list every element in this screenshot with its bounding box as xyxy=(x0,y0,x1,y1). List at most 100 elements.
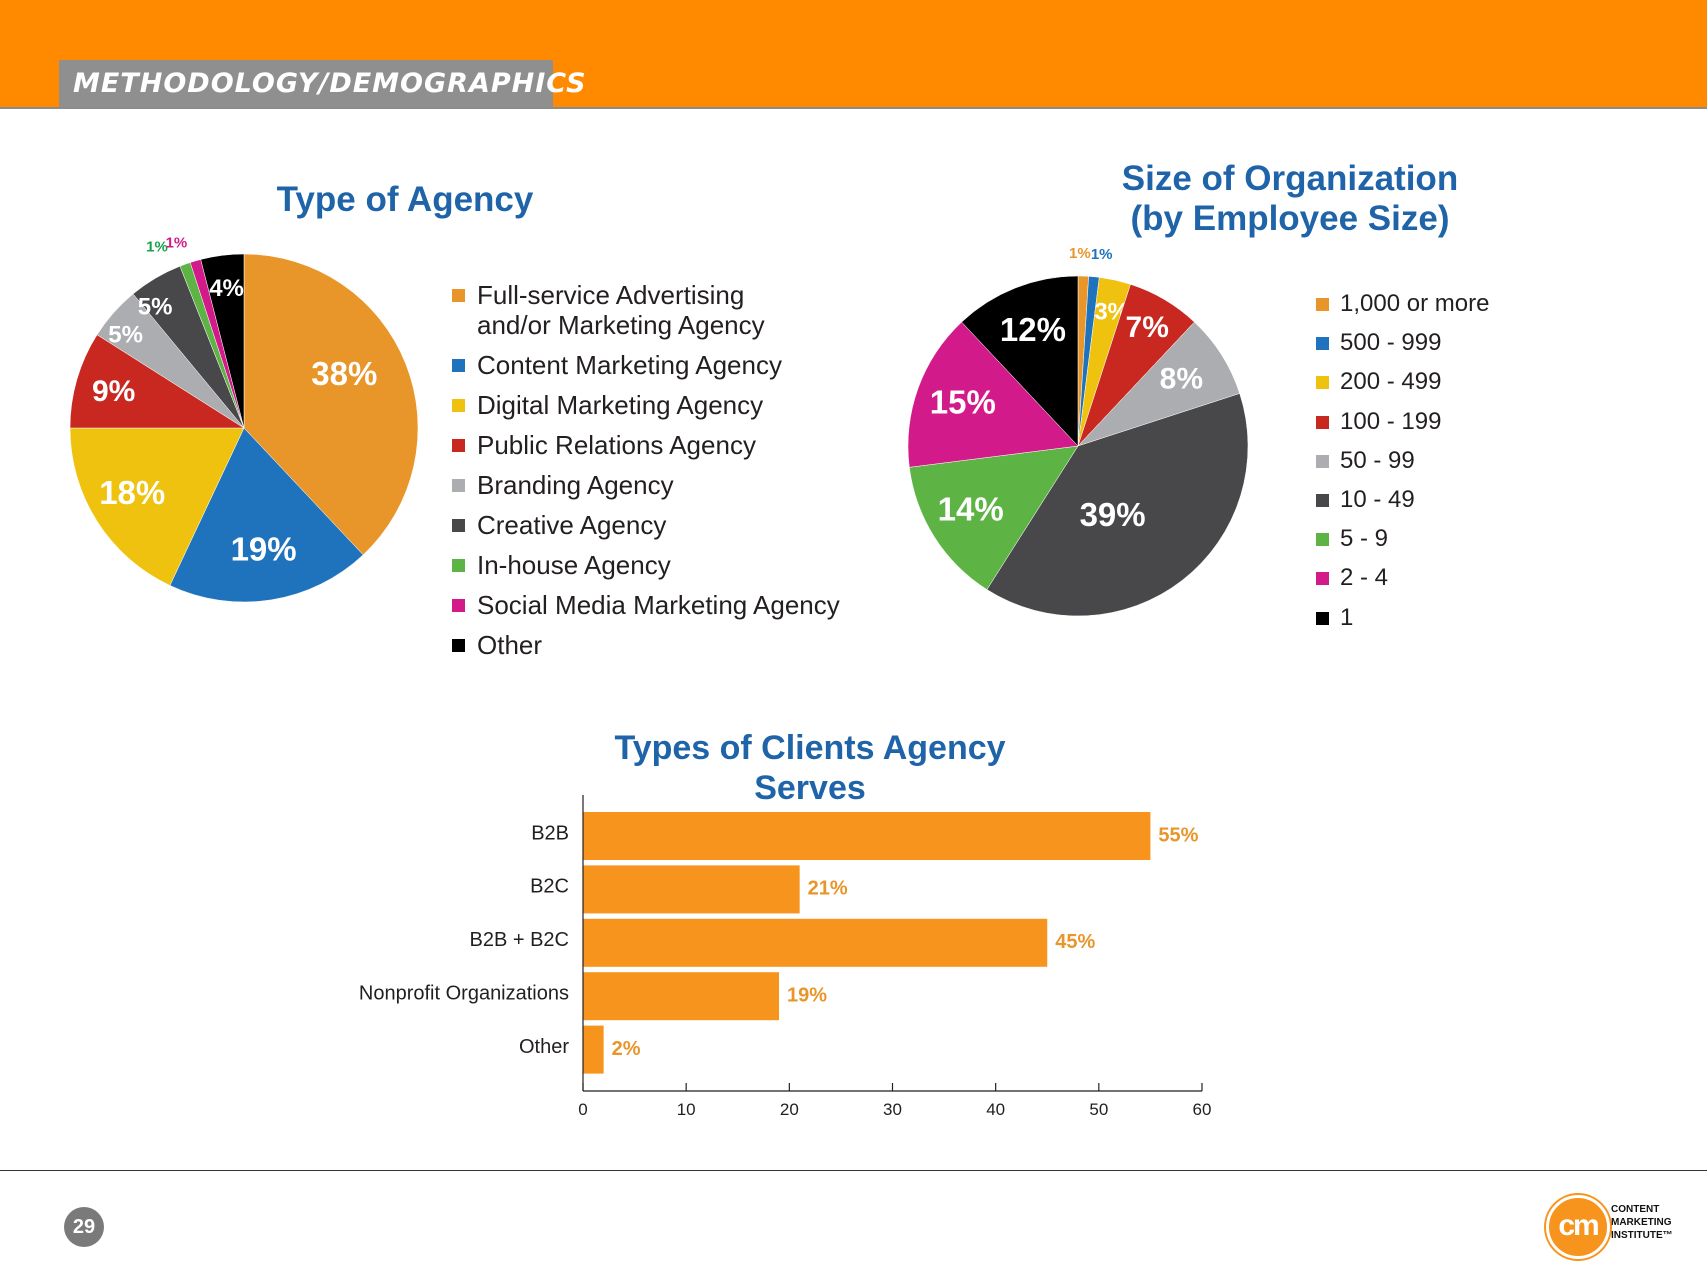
pie-slice-content-marketing-agency xyxy=(169,427,364,603)
cmi-logo-icon: cm xyxy=(1546,1195,1610,1259)
pie-label-public-relations-agency: 9% xyxy=(92,375,135,408)
bar-category-label: B2B + B2C xyxy=(469,929,569,951)
pie-slice-other xyxy=(200,253,245,429)
legend-item-content-marketing-agency: Content Marketing Agency xyxy=(452,350,897,380)
legend-item-branding-agency: Branding Agency xyxy=(452,470,897,500)
bar-other xyxy=(583,1025,604,1074)
pie-label-creative-agency: 5% xyxy=(138,294,173,321)
legend-swatch xyxy=(452,559,465,572)
pie-label-50-99: 8% xyxy=(1160,362,1203,395)
legend-swatch xyxy=(452,289,465,302)
legend-swatch xyxy=(452,439,465,452)
legend-item-digital-marketing-agency: Digital Marketing Agency xyxy=(452,390,897,420)
pie-slice-2-4 xyxy=(907,321,1079,468)
cmi-logo-text: CONTENT MARKETING INSTITUTE™ xyxy=(1611,1203,1701,1242)
logo-line: INSTITUTE™ xyxy=(1611,1230,1673,1241)
legend-item-5-9: 5 - 9 xyxy=(1316,524,1489,554)
bar-value-label: 45% xyxy=(1055,931,1095,953)
legend-label: 100 - 199 xyxy=(1340,407,1442,435)
size-title-line-1: Size of Organization xyxy=(1121,159,1459,198)
logo-line: CONTENT xyxy=(1611,1204,1660,1215)
legend-swatch xyxy=(1316,611,1329,625)
bar-category-label: Other xyxy=(519,1036,569,1058)
pie-label-5-9: 14% xyxy=(938,490,1004,527)
section-title: METHODOLOGY/DEMOGRAPHICS xyxy=(59,60,586,107)
legend-label: 1 xyxy=(1340,603,1354,631)
x-tick-label: 30 xyxy=(883,1100,902,1119)
pie-label-in-house-agency: 1% xyxy=(146,238,168,255)
legend-label: Full-service Advertising xyxy=(477,280,745,310)
legend-label: 200 - 499 xyxy=(1340,368,1442,396)
legend-item-creative-agency: Creative Agency xyxy=(452,510,897,540)
legend-label: Digital Marketing Agency xyxy=(477,390,764,420)
pie-label-100-199: 7% xyxy=(1126,311,1169,344)
agency-legend: Full-service Advertising and/or Marketing… xyxy=(452,280,897,670)
legend-item-full-service-advertising-and-or-marketing-agency: Full-service Advertising and/or Marketing… xyxy=(452,280,897,340)
pie-slice-full-service-advertising-and-or-marketing-agency xyxy=(243,253,419,556)
legend-label: 10 - 49 xyxy=(1340,485,1415,513)
size-legend: 1,000 or more 500 - 999 200 - 499 100 - 199… xyxy=(1316,289,1489,642)
size-title-line-2: (by Employee Size) xyxy=(1130,199,1450,238)
x-tick-label: 20 xyxy=(780,1100,799,1119)
bar-b2b xyxy=(583,812,1151,860)
legend-item-500-999: 500 - 999 xyxy=(1316,328,1489,358)
pie-label-full-service-advertising-and-or-marketing-agency: 38% xyxy=(311,355,377,392)
legend-swatch xyxy=(452,359,465,372)
pie-label-other: 4% xyxy=(209,275,244,302)
x-tick-label: 10 xyxy=(677,1100,696,1119)
legend-swatch xyxy=(1316,454,1329,468)
pie-label-1-000-or-more: 1% xyxy=(1069,245,1091,262)
bar-b2c xyxy=(583,865,800,914)
legend-label: Creative Agency xyxy=(477,510,667,540)
legend-item-social-media-marketing-agency: Social Media Marketing Agency xyxy=(452,590,897,620)
bar-category-label: B2B xyxy=(531,822,569,844)
pie-slice-1 xyxy=(961,275,1079,447)
bar-nonprofit-organizations xyxy=(583,972,780,1021)
legend-item-50-99: 50 - 99 xyxy=(1316,446,1489,476)
legend-label: 1,000 or more xyxy=(1340,290,1490,317)
legend-label: and/or Marketing Agency xyxy=(477,310,765,340)
x-tick-label: 50 xyxy=(1089,1100,1108,1119)
legend-item-200-499: 200 - 499 xyxy=(1316,367,1489,397)
pie-slice-digital-marketing-agency xyxy=(69,427,245,586)
legend-swatch xyxy=(452,599,465,612)
legend-label: 2 - 4 xyxy=(1340,564,1389,592)
legend-label: 5 - 9 xyxy=(1340,525,1389,553)
legend-label: Other xyxy=(477,630,543,660)
bar-category-label: Nonprofit Organizations xyxy=(359,982,569,1004)
legend-label: Branding Agency xyxy=(477,470,674,500)
bar-value-label: 2% xyxy=(612,1038,641,1060)
pie-slice-5-9 xyxy=(909,445,1079,590)
legend-label: Social Media Marketing Agency xyxy=(477,590,840,620)
clients-chart-title: Types of Clients Agency Serves xyxy=(614,729,1006,807)
legend-swatch xyxy=(1316,415,1329,429)
legend-item-1-000-or-more: 1,000 or more xyxy=(1316,289,1489,319)
pie-label-2-4: 15% xyxy=(930,383,996,420)
legend-swatch xyxy=(452,639,465,652)
legend-item-1: 1 xyxy=(1316,603,1489,633)
legend-label: 50 - 99 xyxy=(1340,446,1415,474)
bar-category-label: B2C xyxy=(530,876,569,898)
legend-swatch xyxy=(1316,298,1329,311)
pie-slice-public-relations-agency xyxy=(69,334,245,429)
pie-label-1: 12% xyxy=(1000,311,1066,348)
bar-value-label: 21% xyxy=(808,878,848,900)
legend-label: Content Marketing Agency xyxy=(477,350,782,380)
x-tick-label: 40 xyxy=(986,1100,1005,1119)
pie-label-500-999: 1% xyxy=(1091,246,1113,263)
legend-item-2-4: 2 - 4 xyxy=(1316,563,1489,593)
bar-value-label: 55% xyxy=(1158,824,1198,846)
legend-swatch xyxy=(1316,533,1329,547)
legend-item-100-199: 100 - 199 xyxy=(1316,407,1489,437)
agency-chart-title: Type of Agency xyxy=(276,180,534,219)
legend-item-other: Other xyxy=(452,630,897,660)
bar-value-label: 19% xyxy=(787,984,827,1006)
pie-slice-10-49 xyxy=(986,393,1249,617)
legend-swatch xyxy=(452,519,465,532)
legend-item-in-house-agency: In-house Agency xyxy=(452,550,897,580)
logo-line: MARKETING xyxy=(1611,1217,1672,1228)
x-tick-label: 60 xyxy=(1193,1100,1212,1119)
pie-label-digital-marketing-agency: 18% xyxy=(99,474,165,511)
